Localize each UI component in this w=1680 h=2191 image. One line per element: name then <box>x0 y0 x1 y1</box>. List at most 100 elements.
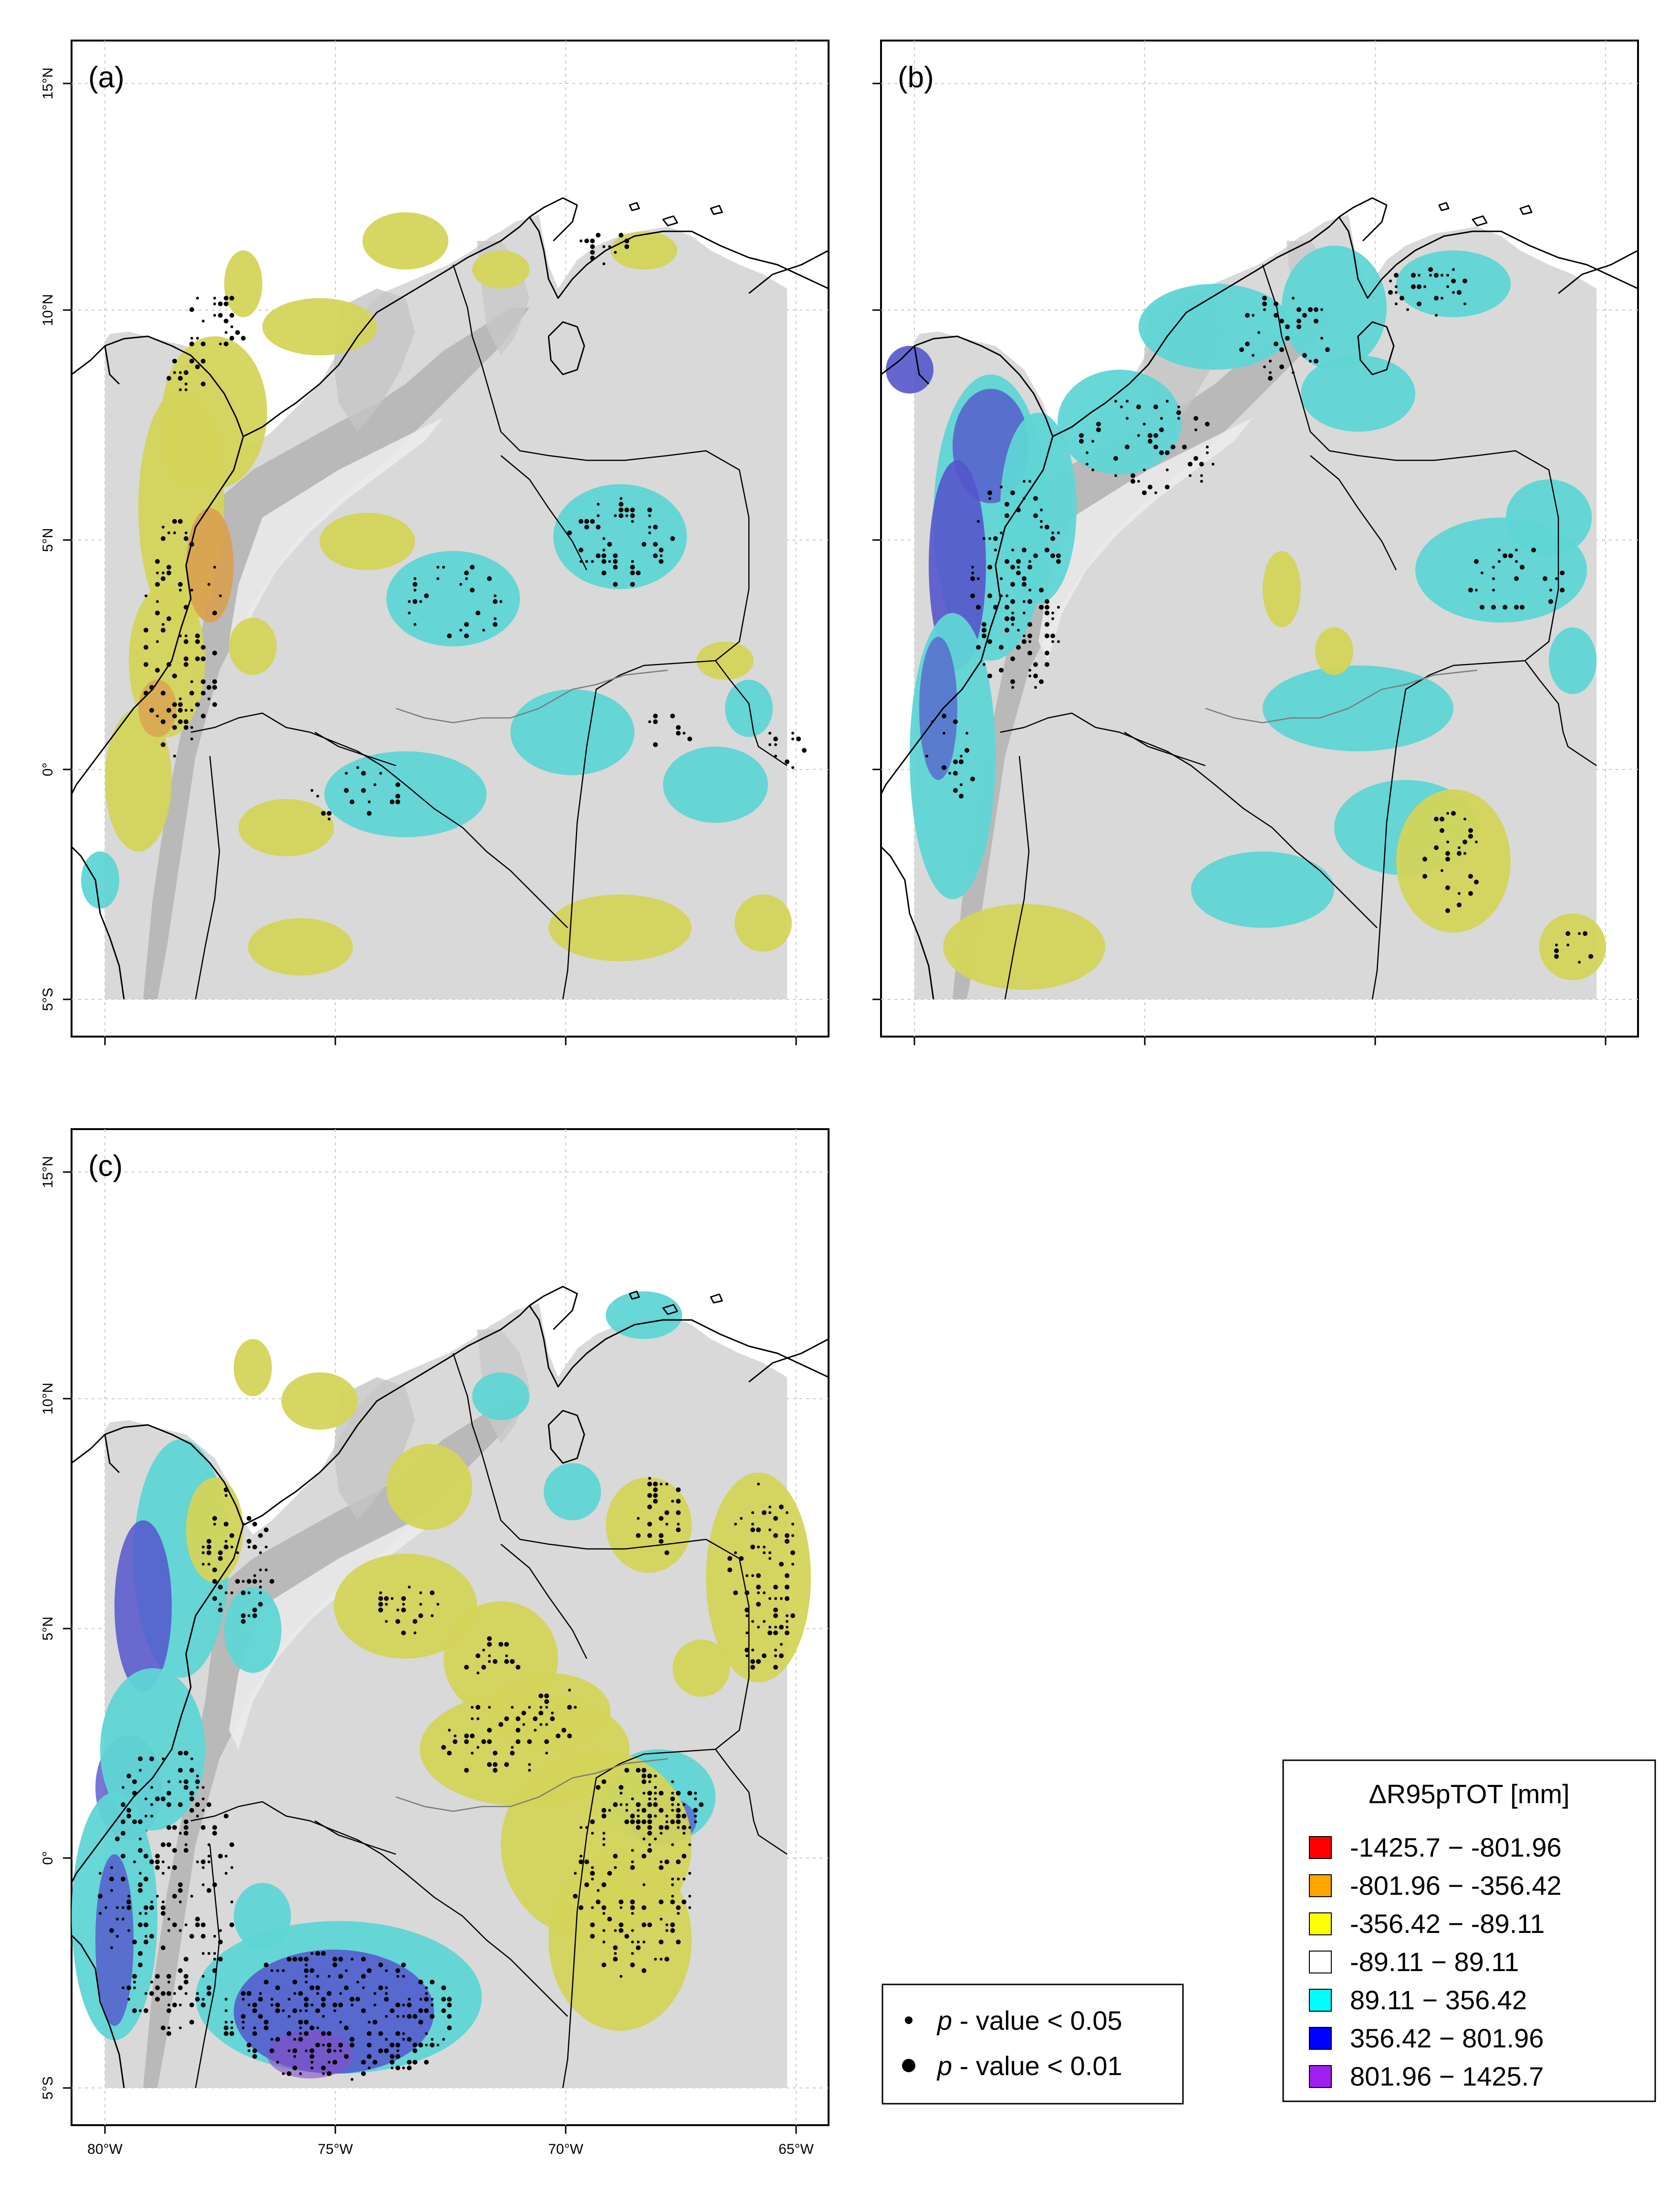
significance-dot <box>213 1523 216 1526</box>
significance-dot <box>683 1832 685 1835</box>
significance-dot <box>225 1998 228 2001</box>
significance-dot <box>213 297 216 300</box>
significance-dot <box>201 714 206 718</box>
significance-dot <box>1446 812 1449 815</box>
significance-dot <box>1445 885 1450 890</box>
anomaly-patch <box>100 1668 205 1830</box>
significance-dot <box>756 1659 761 1664</box>
significance-dot <box>161 1796 166 1801</box>
significance-dot <box>293 2038 296 2041</box>
significance-dot <box>431 1614 434 1617</box>
significance-dot <box>1543 576 1547 581</box>
significance-dot <box>660 1958 663 1961</box>
significance-dot <box>213 314 216 317</box>
significance-dot <box>430 2014 435 2019</box>
significance-dot <box>1028 560 1031 563</box>
significance-dot <box>328 1975 331 1978</box>
significance-dot <box>413 1619 417 1624</box>
significance-dot <box>1034 554 1037 557</box>
significance-dot <box>155 1796 160 1801</box>
significance-dot <box>925 755 928 758</box>
anomaly-patch <box>943 904 1105 990</box>
significance-dot <box>219 1603 222 1606</box>
significance-dot <box>477 1746 479 1749</box>
anomaly-patch <box>267 2031 353 2078</box>
significance-dot <box>477 1672 479 1674</box>
significance-dot <box>1189 474 1192 477</box>
significance-dot <box>195 639 200 644</box>
significance-dot <box>601 1814 606 1818</box>
significance-dot <box>1091 468 1094 471</box>
significance-dot <box>504 1716 509 1721</box>
significance-dot <box>213 566 216 569</box>
anomaly-patch <box>386 551 520 646</box>
significance-dot <box>149 1905 154 1910</box>
significance-dot <box>762 1653 767 1658</box>
panel-c-label: (c) <box>88 1150 123 1183</box>
panel-c: (c) <box>71 1128 830 2126</box>
significance-dot <box>167 1981 170 1983</box>
significance-dot <box>636 1819 641 1824</box>
significance-dot <box>659 1791 664 1796</box>
significance-dot <box>166 708 171 713</box>
significance-dot <box>179 1900 182 1903</box>
significance-dot <box>602 1941 605 1943</box>
significance-dot <box>590 239 595 243</box>
significance-dot <box>1457 290 1462 295</box>
significance-dot <box>539 1693 543 1698</box>
significance-dot <box>774 1626 777 1629</box>
significance-dot <box>161 628 166 633</box>
significance-dot <box>161 1842 166 1847</box>
significance-dot <box>139 1872 142 1875</box>
significance-dot <box>620 1792 622 1795</box>
significance-dot <box>653 542 658 547</box>
significance-dot <box>648 1534 651 1537</box>
significance-dot <box>756 1585 761 1589</box>
significance-dot <box>436 577 439 580</box>
significance-dot <box>1199 462 1204 467</box>
axis-ticks: 15°N 10°N 5°N 0° 5°S 15°N 10°N 5°N 0° 5°S 80°W 75°W… <box>40 67 1607 2157</box>
significance-dot <box>1279 347 1284 352</box>
significance-dot <box>252 1579 257 1584</box>
significance-dot <box>213 1935 216 1938</box>
significance-dot <box>248 1546 250 1548</box>
significance-dot <box>167 1780 170 1783</box>
significance-dot <box>670 1928 675 1933</box>
significance-dot <box>207 1539 211 1544</box>
significance-dot <box>779 1505 784 1509</box>
significance-dot <box>664 1510 669 1515</box>
significance-dot <box>207 583 210 586</box>
significance-dot <box>1045 633 1049 638</box>
significance-dot <box>653 1482 658 1486</box>
significance-dot <box>476 611 480 615</box>
significance-dot <box>1126 417 1129 420</box>
significance-dot <box>1010 616 1015 621</box>
significance-dot <box>527 1739 532 1744</box>
significance-dot <box>585 239 588 242</box>
significance-dot <box>167 1866 170 1869</box>
significance-dot <box>401 1963 406 1967</box>
significance-dot <box>235 330 240 335</box>
significance-dot <box>225 1872 228 1875</box>
color-legend-title: ΔR95pTOT [mm] <box>1369 1779 1569 1809</box>
significance-dot <box>379 772 382 775</box>
significance-dot <box>173 371 176 374</box>
significance-dot <box>419 1998 422 2001</box>
significance-dot <box>293 1992 296 1995</box>
significance-dot <box>126 1814 131 1818</box>
significance-dot <box>385 1986 388 1989</box>
significance-dot <box>1320 308 1323 311</box>
anomaly-patch <box>725 680 773 737</box>
significance-dot <box>1005 616 1009 621</box>
significance-dot <box>682 1854 686 1859</box>
significance-dot <box>999 668 1004 673</box>
significance-dot <box>172 702 177 707</box>
lat-tick-label: 5°N <box>40 528 56 552</box>
significance-dot <box>1154 405 1157 408</box>
significance-dot <box>676 725 681 730</box>
significance-dot <box>630 571 635 575</box>
significance-dot <box>156 571 159 574</box>
significance-dot <box>184 536 188 541</box>
significance-dot <box>1435 297 1438 300</box>
significance-dot <box>225 1494 228 1497</box>
